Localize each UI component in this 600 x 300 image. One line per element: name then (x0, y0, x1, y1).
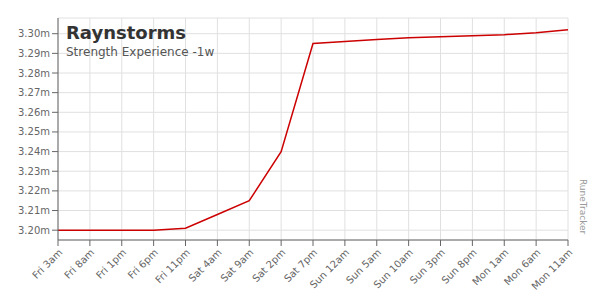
html-text:Strength Experience -1w: Strength Experience -1w (66, 45, 215, 59)
svg-text:3.21m: 3.21m (18, 205, 50, 216)
svg-text:Sat 7pm: Sat 7pm (281, 246, 320, 285)
svg-text:Mon 11am: Mon 11am (529, 247, 574, 292)
svg-text:3.20m: 3.20m (18, 225, 50, 236)
svg-text:3.26m: 3.26m (18, 107, 50, 118)
svg-text:Mon 6am: Mon 6am (501, 246, 543, 288)
svg-text:3.24m: 3.24m (18, 146, 50, 157)
html-text:RuneTracker: RuneTracker (578, 178, 588, 234)
svg-text:3.28m: 3.28m (18, 68, 50, 79)
svg-text:3.25m: 3.25m (18, 126, 50, 137)
svg-text:Mon 1am: Mon 1am (470, 246, 511, 288)
svg-text:3.23m: 3.23m (18, 166, 50, 177)
svg-text:Sun 10am: Sun 10am (371, 247, 415, 291)
svg-text:Sun 5am: Sun 5am (344, 246, 384, 286)
svg-text:Sun 12am: Sun 12am (308, 247, 352, 291)
html-text:Raynstorms: Raynstorms (66, 22, 186, 43)
svg-text:3.27m: 3.27m (18, 87, 50, 98)
svg-text:Fri 6pm: Fri 6pm (125, 246, 161, 281)
svg-text:Fri 8am: Fri 8am (62, 247, 96, 281)
svg-text:3.29m: 3.29m (18, 48, 50, 59)
svg-text:Sat 2pm: Sat 2pm (250, 247, 287, 284)
svg-text:Sat 9am: Sat 9am (218, 247, 255, 284)
svg-text:3.22m: 3.22m (18, 185, 50, 196)
svg-text:Sat 4am: Sat 4am (186, 247, 223, 284)
svg-text:Sun 8pm: Sun 8pm (439, 246, 479, 286)
svg-text:Fri 11pm: Fri 11pm (153, 247, 192, 286)
svg-text:Fri 3am: Fri 3am (30, 247, 64, 281)
svg-text:Fri 1pm: Fri 1pm (94, 247, 128, 281)
svg-text:3.30m: 3.30m (18, 28, 50, 39)
svg-text:Sun 3pm: Sun 3pm (407, 246, 447, 286)
